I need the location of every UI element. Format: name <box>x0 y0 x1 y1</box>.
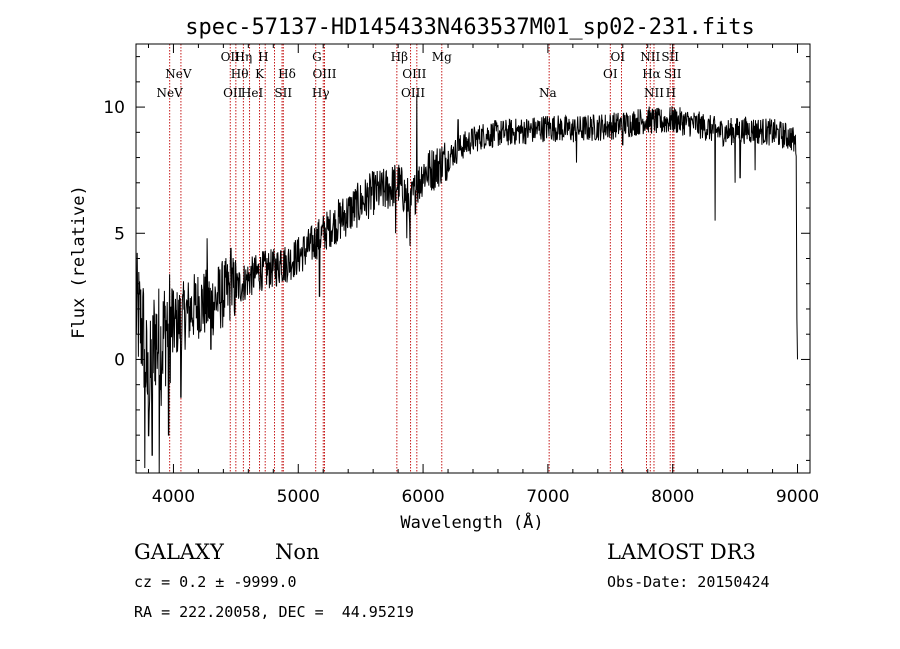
line-label: NII <box>644 86 664 100</box>
line-label: Mg <box>432 50 452 64</box>
x-tick-label: 7000 <box>526 487 569 507</box>
x-axis: 4000 5000 6000 7000 8000 9000 <box>147 44 819 507</box>
x-tick-label: 5000 <box>277 487 320 507</box>
line-label: NeV <box>165 67 192 81</box>
line-label: NeV <box>157 86 184 100</box>
y-axis: 0 5 10 <box>103 56 810 461</box>
line-label: OIII <box>401 86 425 100</box>
plot-frame <box>135 43 811 474</box>
line-label: OII <box>223 86 243 100</box>
line-label: Hη <box>235 50 253 64</box>
spectrum-plot: spec-57137-HD145433N463537M01_sp02-231.f… <box>69 15 819 533</box>
y-tick-label: 10 <box>103 98 125 118</box>
redshift-readout: cz = 0.2 ± -9999.0 <box>134 573 297 591</box>
y-tick-label: 5 <box>114 224 125 244</box>
spectrum-layer <box>135 94 798 474</box>
object-subclass: Non <box>275 540 320 564</box>
x-tick-label: 4000 <box>152 487 195 507</box>
line-label: H <box>258 50 268 64</box>
x-tick-label: 9000 <box>776 487 819 507</box>
x-tick-label: 6000 <box>401 487 444 507</box>
coordinates: RA = 222.20058, DEC = 44.95219 <box>134 603 414 621</box>
line-label: K <box>255 67 265 81</box>
line-label: OI <box>610 50 625 64</box>
x-tick-label: 8000 <box>651 487 694 507</box>
spectrum-line <box>135 94 798 474</box>
observation-date: Obs-Date: 20150424 <box>607 573 770 591</box>
line-label: OIII <box>312 67 336 81</box>
line-label: SII <box>274 86 292 100</box>
line-label: SII <box>661 50 679 64</box>
line-label: Hβ <box>391 50 408 64</box>
y-tick-label: 0 <box>114 350 125 370</box>
line-label: OII <box>221 50 241 64</box>
line-label: SII <box>664 67 682 81</box>
x-axis-label: Wavelength (Å) <box>400 511 543 533</box>
line-label: G <box>312 50 322 64</box>
line-label: HeI <box>241 86 264 100</box>
line-label: H <box>666 86 676 100</box>
line-label: Hθ <box>231 67 249 81</box>
line-label: Hδ <box>278 67 296 81</box>
emission-line-markers: NeVNeVOIIOIIHηHθHeIHKSIIHδGOIIIHγHβOIIIO… <box>157 44 682 473</box>
line-label: Hγ <box>312 86 330 100</box>
survey-name: LAMOST DR3 <box>607 540 756 564</box>
line-label: Na <box>539 86 557 100</box>
line-label: OI <box>603 67 618 81</box>
line-label: NII <box>640 50 660 64</box>
object-class: GALAXY <box>134 540 224 564</box>
y-axis-label: Flux (relative) <box>69 185 89 339</box>
line-label: OIII <box>402 67 426 81</box>
chart-title: spec-57137-HD145433N463537M01_sp02-231.f… <box>185 15 755 40</box>
line-label: Hα <box>642 67 661 81</box>
